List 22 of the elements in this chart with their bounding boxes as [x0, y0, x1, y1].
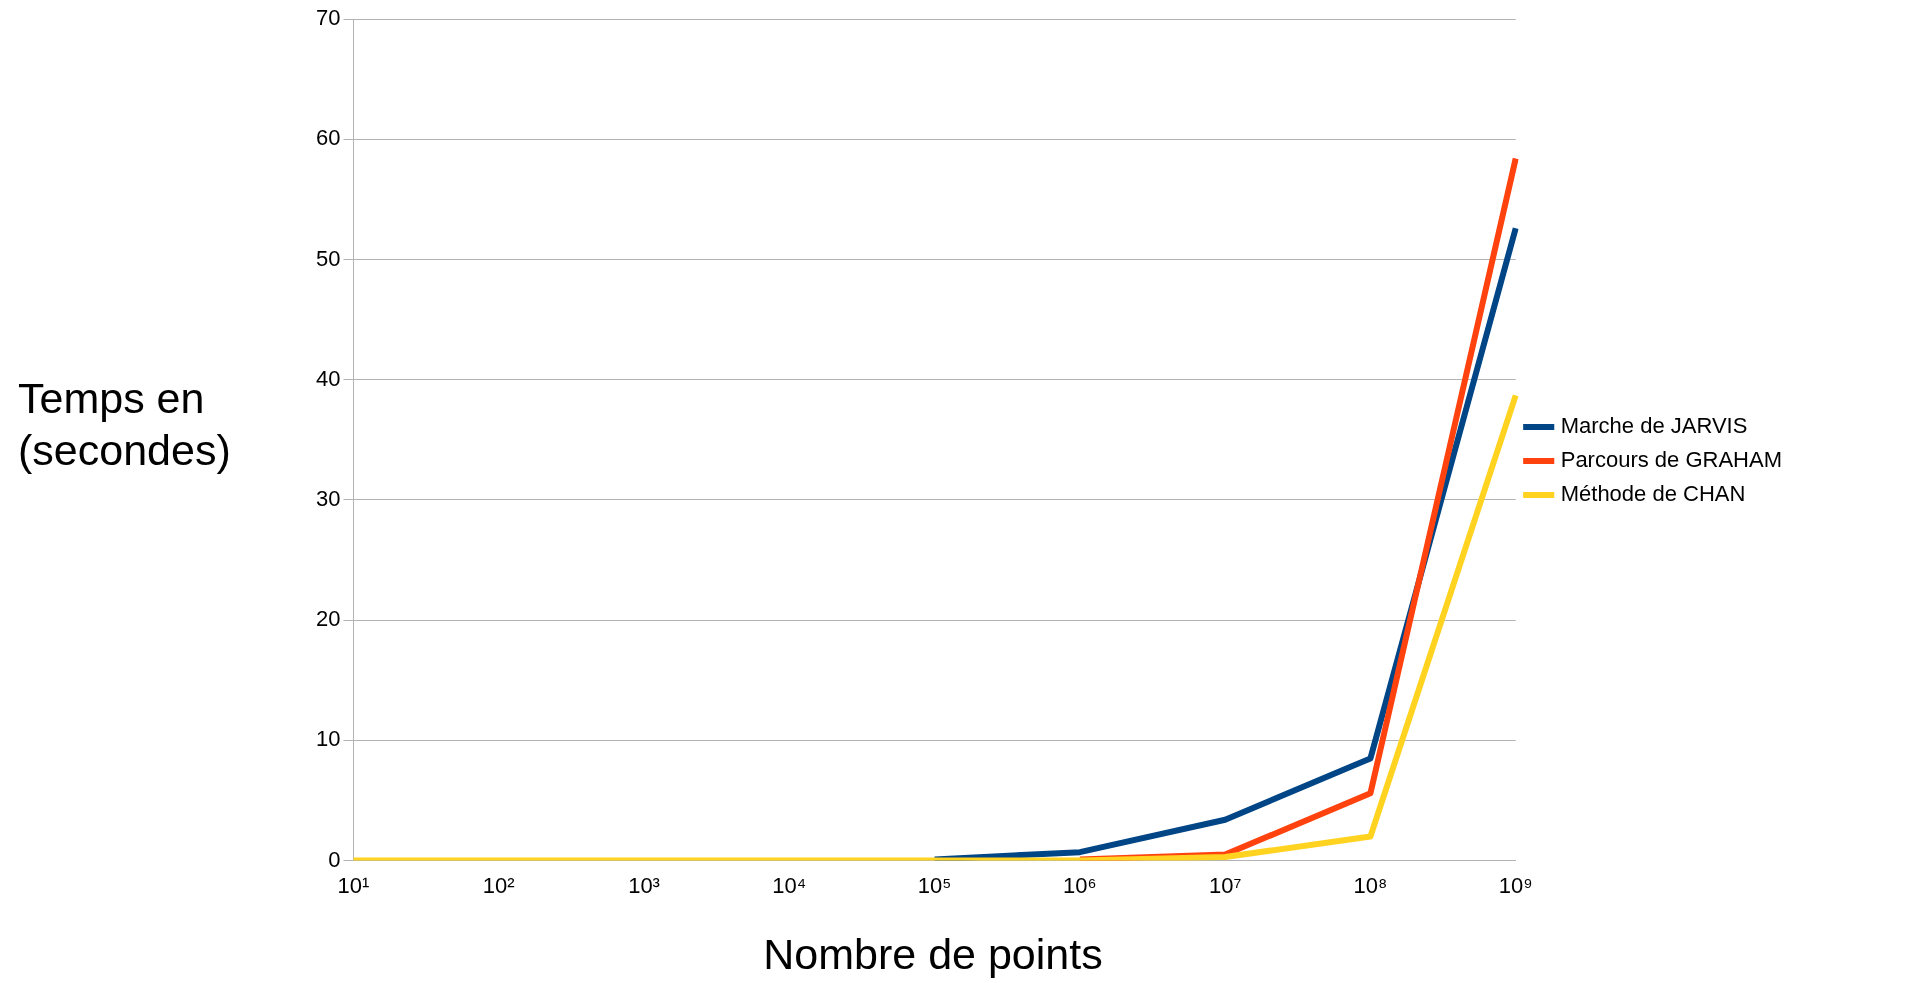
- legend-label: Parcours de GRAHAM: [1560, 447, 1783, 473]
- x-tick-label: 10⁴: [772, 872, 807, 898]
- x-tick-label: 10⁷: [1208, 872, 1242, 898]
- x-axis-title: Nombre de points: [762, 930, 1104, 979]
- y-tick-label: 20: [315, 606, 341, 632]
- y-tick-label: 40: [315, 365, 341, 391]
- x-tick-label: 10³: [628, 872, 660, 898]
- y-tick-label: 0: [328, 846, 341, 872]
- y-tick-label: 60: [315, 125, 341, 151]
- x-tick-label: 10⁶: [1063, 872, 1097, 898]
- x-tick-label: 10⁸: [1353, 872, 1388, 898]
- y-tick-label: 30: [315, 485, 341, 511]
- y-tick-label: 10: [315, 726, 341, 752]
- x-tick-label: 10⁵: [917, 872, 952, 898]
- y-tick-label: 70: [315, 5, 341, 31]
- legend-label: Méthode de CHAN: [1560, 481, 1746, 507]
- legend-label: Marche de JARVIS: [1560, 413, 1748, 439]
- x-tick-label: 10¹: [337, 872, 370, 898]
- x-tick-label: 10⁹: [1498, 872, 1533, 898]
- x-tick-label: 10²: [482, 872, 515, 898]
- y-tick-label: 50: [315, 245, 341, 271]
- y-axis-title: Temps en (secondes): [18, 373, 232, 476]
